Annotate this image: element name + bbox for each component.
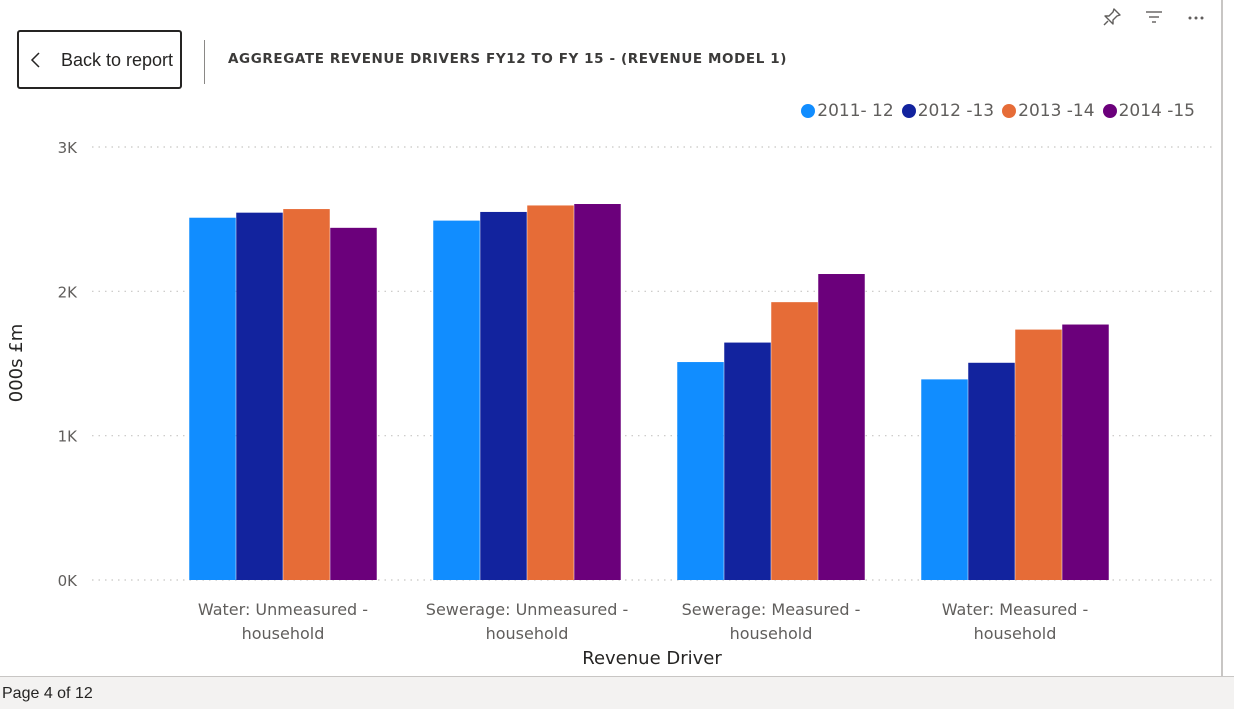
status-bar: Page 4 of 12 <box>0 676 1234 709</box>
bar <box>771 302 818 580</box>
bar <box>480 211 527 580</box>
bar <box>283 209 330 580</box>
x-tick-label: Water: Measured - <box>942 600 1089 619</box>
back-to-report-button[interactable]: Back to report <box>17 30 182 89</box>
report-canvas: Back to report AGGREGATE REVENUE DRIVERS… <box>6 6 1212 669</box>
bar <box>968 362 1015 580</box>
legend-label: 2012 -13 <box>917 101 995 121</box>
chart-legend: 2011- 12 2012 -13 2013 -14 2014 -15 <box>801 101 1195 121</box>
bar <box>330 227 377 580</box>
pane-border <box>1221 0 1223 676</box>
pin-icon[interactable] <box>1101 6 1123 28</box>
legend-item[interactable]: 2012 -13 <box>901 101 995 121</box>
legend-swatch <box>1002 104 1017 118</box>
x-tick-label: household <box>730 624 813 643</box>
y-tick-label: 0K <box>58 572 79 590</box>
visual-toolbar <box>1101 6 1207 28</box>
x-tick-label: Sewerage: Measured - <box>682 600 861 619</box>
legend-label: 2011- 12 <box>817 101 894 121</box>
bar <box>433 220 480 581</box>
legend-label: 2013 -14 <box>1018 101 1095 121</box>
x-tick-label: household <box>974 624 1057 643</box>
bar <box>677 362 724 580</box>
bar <box>1062 324 1109 580</box>
x-tick-label: household <box>486 624 569 643</box>
x-axis-title: Revenue Driver <box>582 648 722 669</box>
page-indicator: Page 4 of 12 <box>2 685 93 702</box>
x-tick-label: Water: Unmeasured - <box>198 600 368 619</box>
bar <box>724 342 771 580</box>
legend-swatch <box>901 104 916 118</box>
bar <box>574 204 621 581</box>
legend-item[interactable]: 2014 -15 <box>1102 101 1195 121</box>
chevron-left-icon <box>30 52 40 68</box>
legend-swatch <box>801 104 816 118</box>
bar <box>189 217 236 580</box>
y-tick-label: 3K <box>58 139 79 157</box>
x-tick-label: household <box>242 624 325 643</box>
bar <box>1015 329 1062 580</box>
more-options-icon[interactable] <box>1185 6 1207 28</box>
y-axis-title: 000s £m <box>6 324 27 402</box>
visual-title: AGGREGATE REVENUE DRIVERS FY12 TO FY 15 … <box>228 51 788 67</box>
bar <box>921 379 968 580</box>
legend-item[interactable]: 2011- 12 <box>801 101 894 121</box>
legend-label: 2014 -15 <box>1118 101 1195 121</box>
bar <box>236 212 283 580</box>
filter-icon[interactable] <box>1143 6 1165 28</box>
x-tick-label: Sewerage: Unmeasured - <box>426 600 628 619</box>
bar <box>527 205 574 580</box>
legend-swatch <box>1102 104 1117 118</box>
back-to-report-label: Back to report <box>61 50 174 70</box>
legend-item[interactable]: 2013 -14 <box>1002 101 1095 121</box>
y-tick-label: 1K <box>58 428 79 446</box>
y-tick-label: 2K <box>58 283 79 301</box>
header-divider <box>204 40 205 84</box>
bar <box>818 274 865 580</box>
bar-chart: 0K 1K 2K 3K Water: Unmeasured - household Sewe… <box>6 139 1212 669</box>
